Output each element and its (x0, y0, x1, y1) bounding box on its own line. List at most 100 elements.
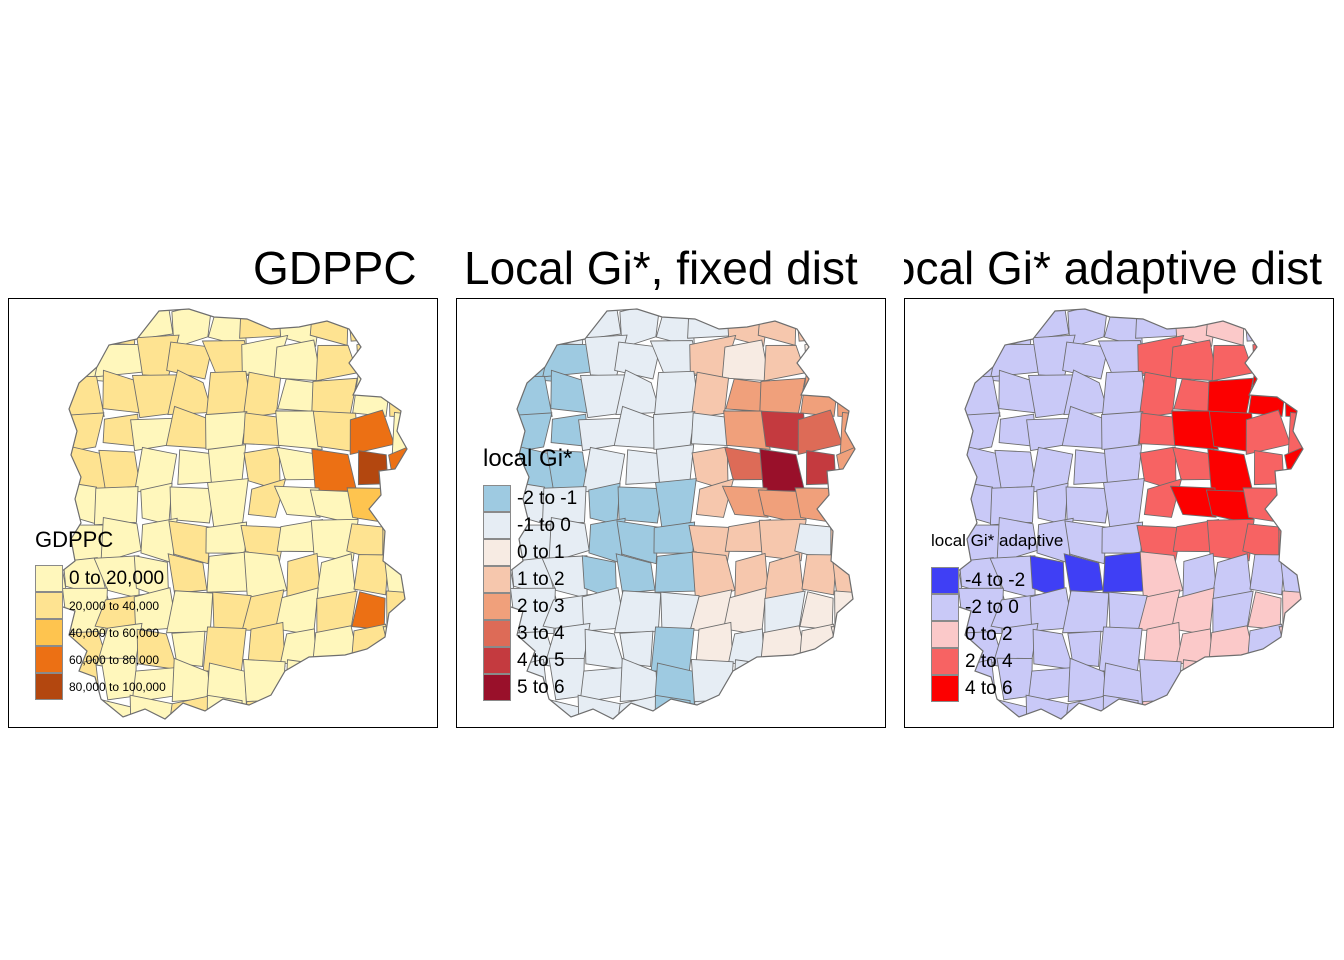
county-region (489, 309, 515, 344)
county-region (1210, 699, 1257, 719)
county-region (166, 590, 214, 634)
county-region (1172, 695, 1210, 719)
panel-title-gdppc: GDPPC (253, 242, 417, 294)
legend-item: 4 to 6 (931, 675, 1063, 702)
county-region (721, 339, 770, 382)
legend-label: 40,000 to 60,000 (69, 626, 160, 640)
county-region (1242, 309, 1287, 342)
county-region (654, 551, 697, 593)
county-region (242, 658, 286, 709)
county-region (285, 659, 318, 696)
county-region (762, 699, 809, 719)
legend-item: 0 to 2 (931, 621, 1063, 648)
county-region (836, 370, 855, 419)
county-region (1102, 694, 1139, 719)
county-region (1280, 479, 1303, 528)
county-region (801, 554, 837, 596)
county-region (653, 521, 696, 554)
county-region (616, 520, 660, 565)
legend-label: 4 to 5 (517, 650, 565, 671)
county-region (1278, 518, 1303, 556)
county-region (830, 518, 855, 556)
county-region (1283, 696, 1303, 719)
legend-swatch (35, 619, 63, 646)
county-region (836, 333, 855, 383)
county-region (387, 696, 407, 719)
county-region (41, 372, 66, 420)
legend-swatch (931, 621, 959, 648)
county-region (960, 699, 1000, 719)
legend-swatch (35, 646, 63, 673)
county-region (62, 412, 105, 453)
county-region (1102, 551, 1145, 593)
county-region (1280, 559, 1303, 594)
county-region (345, 658, 395, 701)
county-region (1103, 478, 1145, 529)
county-region (93, 486, 139, 526)
legend-item: 2 to 3 (483, 593, 572, 620)
county-region (1067, 630, 1102, 667)
county-region (388, 309, 407, 338)
county-region (98, 449, 141, 491)
county-region (351, 591, 386, 631)
legend-swatch (483, 620, 511, 647)
legend-label: -4 to -2 (965, 570, 1026, 591)
county-region (1135, 309, 1182, 339)
county-region (994, 449, 1037, 491)
legend-gdppc: GDPPC 0 to 20,000 20,000 to 40,000 40,000 … (35, 527, 166, 700)
county-region (614, 590, 662, 634)
county-region (799, 623, 843, 673)
county-region (1206, 662, 1253, 698)
legend-label: -2 to 0 (965, 597, 1019, 618)
county-region (207, 478, 249, 529)
county-region (1284, 370, 1303, 419)
legend-label: 0 to 20,000 (69, 568, 165, 589)
county-region (382, 518, 407, 556)
county-region (802, 693, 839, 719)
county-region (239, 309, 286, 339)
county-region (687, 309, 734, 339)
county-region (723, 410, 771, 450)
county-region (276, 446, 318, 481)
county-region (349, 409, 395, 456)
county-region (383, 662, 407, 706)
county-region (834, 590, 855, 635)
county-region (1278, 626, 1303, 672)
county-region (831, 662, 855, 706)
county-region (689, 699, 736, 719)
county-region (388, 370, 407, 419)
legend-swatch (931, 648, 959, 675)
map-panel-adaptive-dist: local Gi* adaptive -4 to -2 -2 to 0 0 to 2… (904, 298, 1334, 728)
county-region (242, 371, 282, 419)
county-region (584, 628, 627, 671)
county-region (958, 309, 1005, 349)
county-region (388, 333, 407, 383)
county-region (1169, 485, 1217, 518)
legend-item: -1 to 0 (483, 512, 572, 539)
county-region (64, 699, 104, 719)
county-region (41, 489, 68, 518)
county-region (1064, 520, 1108, 565)
county-region (954, 375, 1001, 417)
county-region (489, 411, 512, 449)
county-region (835, 696, 855, 719)
county-region (310, 662, 357, 698)
legend-swatch (483, 539, 511, 566)
county-region (1245, 409, 1291, 456)
legend-label: 60,000 to 80,000 (69, 653, 160, 667)
legend-item: 80,000 to 100,000 (35, 673, 166, 700)
legend-swatch (483, 674, 511, 701)
county-region (1062, 590, 1110, 634)
county-region (690, 658, 734, 709)
county-region (275, 410, 323, 450)
county-region (724, 695, 762, 719)
county-region (690, 412, 729, 447)
county-region (763, 344, 807, 382)
legend-swatch (35, 565, 63, 592)
legend-label: 2 to 3 (517, 596, 565, 617)
county-region (353, 554, 389, 596)
county-region (1284, 333, 1303, 383)
county-region (206, 551, 249, 593)
county-region (989, 486, 1035, 526)
county-region (1207, 448, 1254, 492)
